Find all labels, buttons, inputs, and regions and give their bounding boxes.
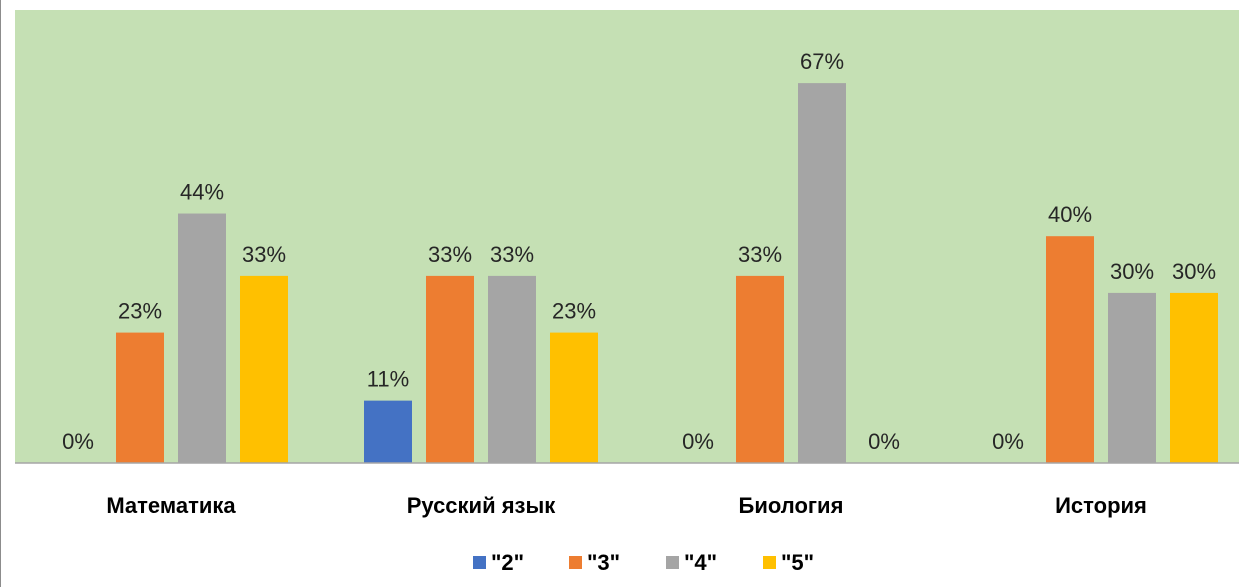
- data-label: 0%: [682, 429, 714, 454]
- data-label: 0%: [992, 429, 1024, 454]
- data-label: 11%: [367, 367, 409, 392]
- bar-3-2: [736, 275, 784, 463]
- data-label: 23%: [552, 299, 596, 324]
- bar-3-3: [1046, 236, 1094, 463]
- bar-3-1: [426, 275, 474, 463]
- category-labels-layer: Математика Русский язык Биология История: [106, 493, 1147, 518]
- data-label: 33%: [490, 242, 534, 267]
- legend-label: "2": [491, 550, 524, 575]
- data-label: 33%: [242, 242, 286, 267]
- legend-swatch: [763, 556, 776, 569]
- data-label: 0%: [868, 429, 900, 454]
- category-label: Русский язык: [407, 493, 557, 518]
- data-label: 33%: [428, 242, 472, 267]
- bars-layer: [116, 83, 1218, 464]
- bar-3-0: [116, 332, 164, 463]
- bar-4-2: [798, 83, 846, 464]
- legend-label: "5": [781, 550, 814, 575]
- data-label: 30%: [1110, 259, 1154, 284]
- legend-swatch: [569, 556, 582, 569]
- legend: "2" "3" "4" "5": [473, 550, 814, 575]
- data-label: 67%: [800, 49, 844, 74]
- data-label: 33%: [738, 242, 782, 267]
- legend-label: "4": [684, 550, 717, 575]
- data-label: 40%: [1048, 202, 1092, 227]
- bar-5-1: [550, 332, 598, 463]
- data-label: 0%: [62, 429, 94, 454]
- bar-4-3: [1108, 292, 1156, 463]
- bar-5-0: [240, 275, 288, 463]
- legend-swatch: [473, 556, 486, 569]
- data-labels-layer: 0% 23% 44% 33% 11% 33% 33% 23% 0% 33% 67% 0% 0% 40% 30…: [62, 49, 1216, 454]
- bar-4-0: [178, 213, 226, 463]
- data-label: 30%: [1172, 259, 1216, 284]
- category-label: История: [1055, 493, 1147, 518]
- bar-5-3: [1170, 292, 1218, 463]
- data-label: 44%: [180, 180, 224, 205]
- data-label: 23%: [118, 299, 162, 324]
- category-label: Математика: [106, 493, 236, 518]
- legend-label: "3": [587, 550, 620, 575]
- bar-4-1: [488, 275, 536, 463]
- bar-2-1: [364, 400, 412, 463]
- category-label: Биология: [739, 493, 844, 518]
- legend-swatch: [666, 556, 679, 569]
